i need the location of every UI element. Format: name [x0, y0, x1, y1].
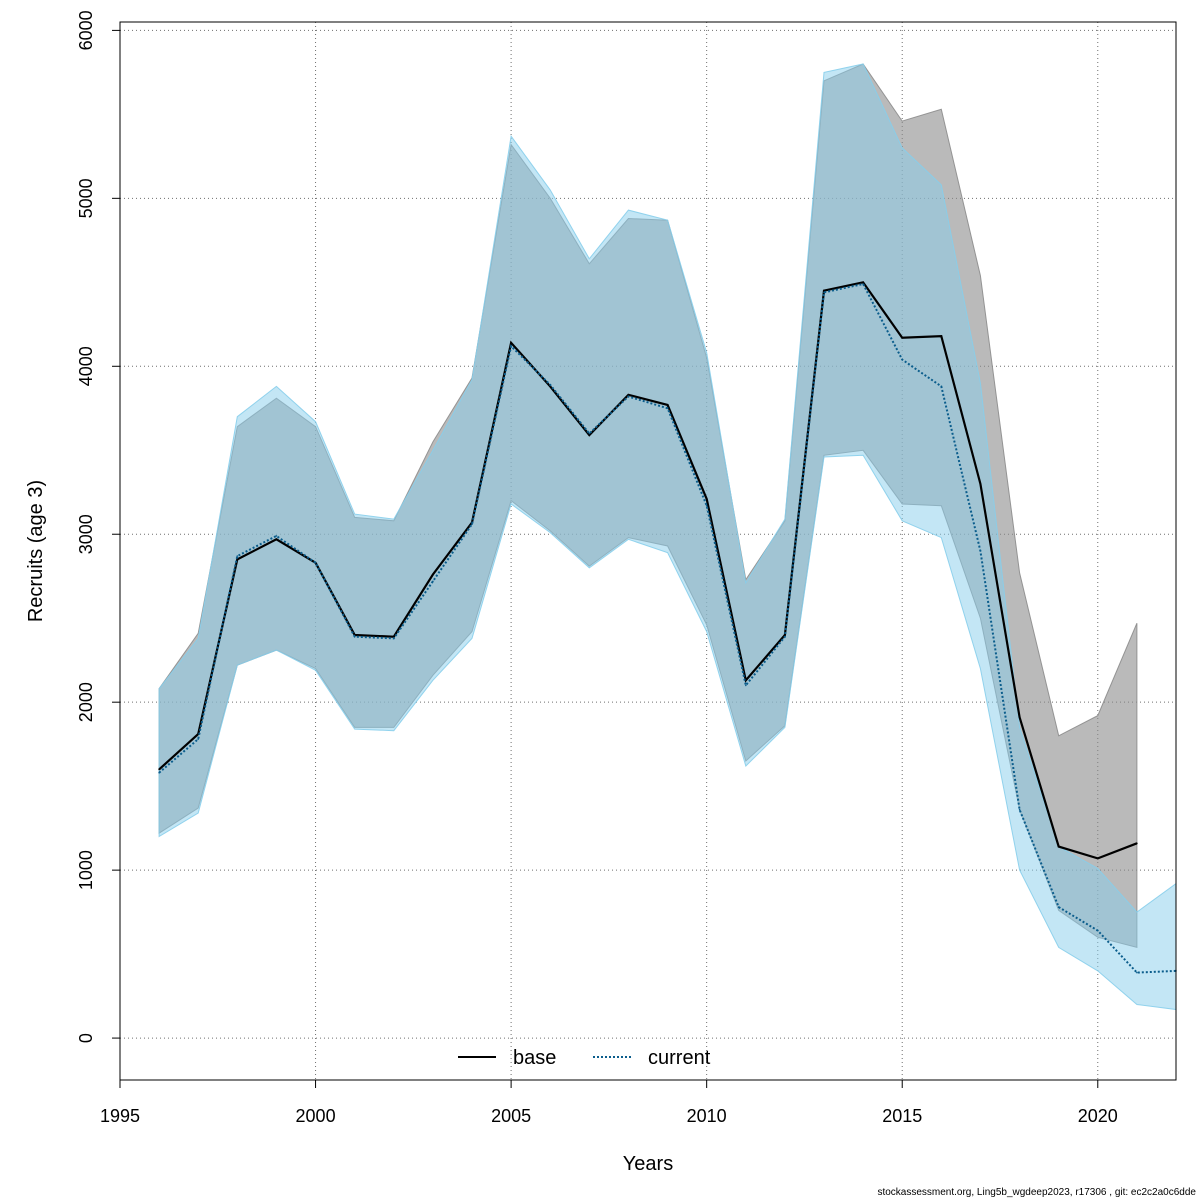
y-tick-label-3000: 3000: [76, 514, 96, 554]
point-current-2012: [784, 635, 786, 638]
axes: 1995 2000 2005 2010 2015 2020 0 1000 2000 3000 400…: [76, 10, 1118, 1126]
point-current-1997: [197, 738, 199, 740]
point-base-2003: [432, 573, 434, 576]
point-current-2015: [901, 358, 903, 361]
point-current-2002: [393, 637, 395, 640]
point-current-2003: [432, 580, 434, 583]
legend-label-current: current: [648, 1047, 711, 1069]
point-base-2012: [784, 634, 786, 636]
point-current-2008: [627, 395, 630, 398]
band-current: [158, 63, 1177, 1011]
line-base: [158, 281, 1138, 860]
point-base-2008: [627, 394, 630, 396]
point-base-2020: [1097, 857, 1099, 860]
point-current-2004: [471, 523, 473, 525]
point-current-2017: [979, 550, 982, 552]
point-current-1999: [275, 535, 278, 537]
point-base-2010: [705, 498, 708, 500]
point-base-2007: [588, 434, 591, 436]
point-base-2017: [979, 483, 982, 485]
point-base-2018: [1018, 716, 1021, 719]
x-tick-label-2000: 2000: [296, 1106, 336, 1126]
point-base-1996: [158, 768, 160, 771]
point-base-2009: [666, 404, 669, 406]
footer-note: stockassessment.org, Ling5b_wgdeep2023, …: [877, 1187, 1196, 1198]
point-current-2014: [862, 283, 864, 285]
point-current-2001: [353, 635, 356, 638]
y-tick-label-2000: 2000: [76, 682, 96, 722]
point-current-2005: [510, 345, 512, 347]
point-base-2002: [393, 635, 395, 638]
y-tick-label-6000: 6000: [76, 10, 96, 50]
point-base-2014: [862, 281, 864, 284]
point-current-2020: [1097, 929, 1099, 932]
x-tick-label-2015: 2015: [882, 1106, 922, 1126]
point-base-1999: [275, 538, 278, 541]
point-current-2019: [1057, 906, 1060, 908]
point-base-2016: [940, 335, 943, 337]
point-current-2011: [745, 684, 747, 687]
legend-label-base: base: [513, 1047, 556, 1069]
y-axis-title: Recruits (age 3): [25, 480, 47, 622]
point-current-2018: [1018, 808, 1021, 811]
x-tick-label-2010: 2010: [687, 1106, 727, 1126]
y-tick-label-5000: 5000: [76, 178, 96, 218]
point-base-2005: [510, 342, 512, 344]
x-tick-label-2005: 2005: [491, 1106, 531, 1126]
point-current-2009: [666, 407, 669, 410]
point-current-2021: [1136, 971, 1138, 974]
point-base-2019: [1057, 845, 1060, 848]
point-current-2010: [705, 504, 708, 507]
x-tick-label-1995: 1995: [100, 1106, 140, 1126]
confidence-bands: [158, 63, 1177, 1011]
x-tick-label-2020: 2020: [1078, 1106, 1118, 1126]
point-current-1996: [158, 771, 160, 774]
point-current-2016: [940, 385, 943, 388]
point-current-2007: [588, 432, 591, 435]
point-current-1998: [236, 555, 239, 557]
legend: base current: [458, 1047, 711, 1069]
point-base-2013: [823, 289, 825, 292]
point-current-2006: [549, 384, 551, 386]
y-tick-label-1000: 1000: [76, 850, 96, 890]
point-base-1998: [236, 558, 239, 561]
point-current-2000: [314, 562, 317, 564]
x-axis-title: Years: [623, 1153, 673, 1175]
y-tick-label-4000: 4000: [76, 346, 96, 386]
point-current-2013: [823, 291, 825, 294]
point-base-2015: [901, 336, 903, 339]
plot-frame: [119, 21, 1177, 1081]
point-base-2021: [1136, 842, 1138, 845]
series-lines: [158, 281, 1177, 974]
y-tick-label-0: 0: [76, 1033, 96, 1043]
